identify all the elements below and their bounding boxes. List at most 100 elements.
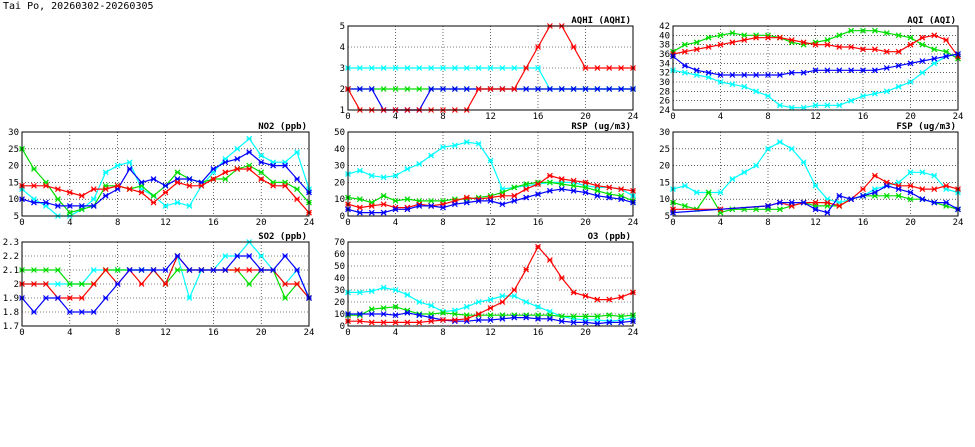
data-point: [717, 79, 724, 85]
x-tick-label: 12: [485, 218, 496, 228]
x-tick-label: 16: [858, 218, 869, 228]
data-point: [570, 187, 577, 194]
data-point: [788, 37, 795, 43]
x-tick-label: 24: [304, 218, 315, 228]
data-point: [681, 202, 688, 209]
data-point: [741, 83, 748, 90]
data-point: [848, 67, 855, 74]
data-point: [356, 86, 363, 92]
data-point: [258, 253, 265, 259]
data-point: [824, 199, 831, 206]
x-tick-label: 0: [19, 218, 24, 228]
data-point: [258, 176, 265, 182]
data-point: [404, 309, 411, 316]
x-tick-label: 8: [440, 112, 445, 122]
data-point: [535, 44, 541, 50]
x-tick-label: 16: [533, 218, 544, 228]
data-point: [753, 72, 760, 78]
data-point: [558, 181, 565, 188]
x-tick-label: 24: [628, 328, 639, 338]
plot-frame: [347, 241, 634, 327]
data-point: [246, 149, 253, 156]
data-point: [126, 159, 133, 166]
data-point: [270, 267, 277, 273]
data-point: [282, 162, 289, 169]
data-point: [475, 311, 482, 317]
chart-rsp: 0 4 8 12 16 20 24 0 10 20 30 40 50 RSP (ug/m3): [334, 122, 638, 228]
data-point: [294, 176, 300, 182]
data-point: [234, 253, 241, 259]
data-point: [186, 267, 193, 273]
data-point: [380, 174, 387, 181]
y-tick-label: 25: [659, 145, 670, 155]
data-point: [776, 206, 783, 213]
data-point: [511, 287, 518, 293]
data-point: [294, 281, 300, 287]
y-tick-label: 50: [334, 262, 345, 272]
data-point: [294, 196, 300, 203]
data-point: [558, 186, 565, 193]
data-point: [234, 267, 241, 273]
data-point: [836, 102, 843, 109]
data-point: [812, 199, 819, 206]
data-point: [693, 72, 700, 78]
y-tick-label: 15: [659, 178, 670, 188]
plot-frame: [21, 241, 310, 327]
data-point: [681, 69, 688, 76]
data-point: [174, 169, 181, 176]
data-point: [258, 159, 265, 166]
x-tick-label: 4: [67, 218, 72, 228]
data-point: [416, 319, 423, 326]
data-point: [788, 199, 795, 206]
data-point: [126, 166, 133, 172]
data-point: [594, 187, 601, 194]
data-point: [294, 267, 300, 273]
series-line-cyan: [672, 141, 959, 204]
x-tick-label: 0: [345, 112, 350, 122]
data-point: [848, 27, 855, 34]
x-tick-label: 24: [953, 218, 964, 228]
data-point: [729, 206, 736, 213]
data-point: [380, 65, 387, 71]
y-tick-label: 10: [334, 310, 345, 320]
data-point: [546, 257, 553, 263]
data-point: [860, 192, 866, 199]
data-point: [463, 303, 470, 310]
data-point: [681, 48, 688, 55]
data-point: [546, 187, 553, 194]
x-tick-label: 0: [670, 112, 675, 122]
data-point: [404, 86, 411, 92]
data-point: [582, 189, 589, 196]
data-point: [907, 60, 914, 67]
data-point: [487, 197, 494, 204]
data-point: [594, 296, 601, 303]
data-point: [42, 267, 49, 273]
data-point: [753, 162, 760, 169]
data-point: [883, 48, 890, 55]
data-point: [800, 159, 807, 166]
data-point: [883, 182, 890, 189]
data-point: [871, 172, 878, 179]
data-point: [919, 169, 926, 176]
data-point: [475, 317, 482, 323]
data-point: [535, 315, 541, 322]
data-point: [114, 182, 121, 189]
data-point: [753, 88, 760, 95]
data-point: [428, 152, 435, 159]
data-point: [428, 65, 435, 71]
y-tick-label: 40: [334, 145, 345, 155]
data-point: [681, 182, 688, 189]
data-point: [126, 186, 133, 193]
x-tick-label: 24: [628, 112, 639, 122]
data-point: [380, 201, 387, 208]
data-point: [102, 267, 109, 273]
data-point: [546, 86, 553, 92]
data-point: [475, 86, 482, 92]
data-point: [368, 288, 375, 295]
data-point: [114, 162, 121, 169]
y-tick-label: 34: [659, 59, 670, 69]
data-point: [570, 86, 577, 92]
x-tick-label: 20: [905, 218, 916, 228]
